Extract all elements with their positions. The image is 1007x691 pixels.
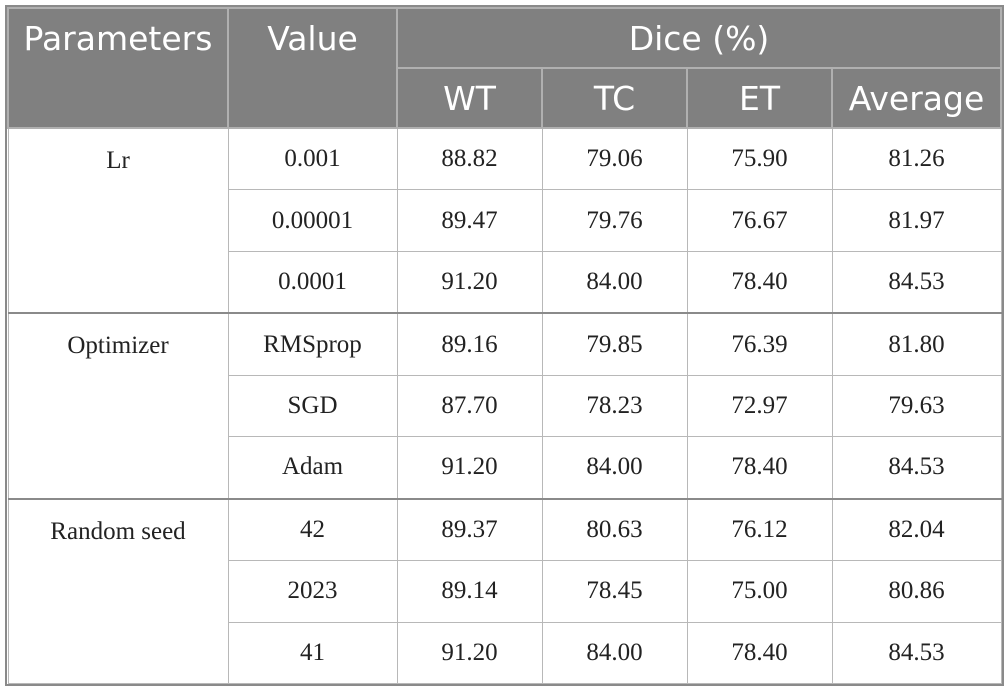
table-header: Parameters Value Dice (%) WT TC ET Avera…	[7, 7, 1002, 129]
table-row: Random seed 42 89.37 80.63 76.12 82.04	[7, 497, 1002, 684]
score-cell: 84.00	[541, 250, 688, 314]
score-cell: 72.97	[686, 374, 833, 438]
score-cell: 84.00	[541, 436, 688, 500]
score-cell: 78.45	[541, 560, 688, 623]
score-cell: 89.14	[396, 560, 543, 623]
score-cell: 75.00	[686, 560, 833, 623]
score-cell: 76.67	[686, 189, 833, 252]
score-cell: 88.82	[396, 127, 543, 191]
value-cell: RMSprop	[227, 312, 398, 376]
score-cell: 91.20	[396, 621, 543, 684]
value-cell: 0.0001	[227, 250, 398, 314]
score-cell: 80.63	[541, 497, 688, 562]
score-cell: 79.85	[541, 312, 688, 376]
score-cell: 79.06	[541, 127, 688, 191]
table-row: 0.00001 89.47 79.76 76.67 81.97	[8, 189, 1002, 252]
header-row: WT TC ET Average	[8, 67, 1002, 129]
value-cell: SGD	[227, 374, 398, 438]
score-cell: 81.80	[831, 312, 1002, 376]
table-row: Lr 0.001 88.82 79.06 75.90 81.26	[7, 126, 1002, 314]
table-row: SGD 87.70 78.23 72.97 79.63	[8, 374, 1002, 438]
score-cell: 89.16	[396, 312, 543, 376]
score-cell: 79.76	[541, 189, 688, 252]
value-cell: 0.001	[227, 127, 398, 191]
header-cell: Average	[831, 67, 1002, 129]
header-row: Parameters Value Dice (%)	[7, 7, 1002, 129]
score-cell: 79.63	[831, 374, 1002, 438]
score-cell: 89.47	[396, 189, 543, 252]
score-cell: 84.53	[831, 436, 1002, 500]
value-cell: Adam	[227, 436, 398, 500]
score-cell: 78.23	[541, 374, 688, 438]
score-cell: 84.53	[831, 621, 1002, 684]
score-cell: 78.40	[686, 621, 833, 684]
score-cell: 78.40	[686, 436, 833, 500]
header-cell: Value	[227, 7, 398, 129]
header-cell: Parameters	[7, 7, 229, 129]
group-cell: Optimizer	[7, 312, 229, 500]
score-cell: 91.20	[396, 436, 543, 500]
table-row: 41 91.20 84.00 78.40 84.53	[8, 621, 1002, 684]
value-cell: 2023	[227, 560, 398, 623]
score-cell: 87.70	[396, 374, 543, 438]
score-cell: 76.39	[686, 312, 833, 376]
table-row: 2023 89.14 78.45 75.00 80.86	[8, 560, 1002, 623]
score-cell: 82.04	[831, 497, 1002, 562]
header-cell: WT	[396, 67, 543, 129]
results-table: Parameters Value Dice (%) WT TC ET Avera…	[5, 5, 1004, 686]
value-cell: 0.00001	[227, 189, 398, 252]
table-row: Optimizer RMSprop 89.16 79.85 76.39 81.80	[7, 312, 1002, 500]
score-cell: 91.20	[396, 250, 543, 314]
header-cell: TC	[541, 67, 688, 129]
table-row: Adam 91.20 84.00 78.40 84.53	[8, 436, 1002, 500]
table-row: 0.0001 91.20 84.00 78.40 84.53	[8, 250, 1002, 314]
score-cell: 76.12	[686, 497, 833, 562]
score-cell: 78.40	[686, 250, 833, 314]
score-cell: 80.86	[831, 560, 1002, 623]
table-body: Lr 0.001 88.82 79.06 75.90 81.26 0.00001 89.47 7…	[7, 126, 1002, 684]
header-group: Dice (%)	[396, 7, 1002, 69]
header-cell: ET	[686, 67, 833, 129]
score-cell: 81.26	[831, 127, 1002, 191]
score-cell: 84.00	[541, 621, 688, 684]
score-cell: 81.97	[831, 189, 1002, 252]
score-cell: 75.90	[686, 127, 833, 191]
value-cell: 42	[227, 497, 398, 562]
group-cell: Random seed	[7, 497, 229, 684]
value-cell: 41	[227, 621, 398, 684]
score-cell: 89.37	[396, 497, 543, 562]
group-cell: Lr	[7, 126, 229, 314]
score-cell: 84.53	[831, 250, 1002, 314]
